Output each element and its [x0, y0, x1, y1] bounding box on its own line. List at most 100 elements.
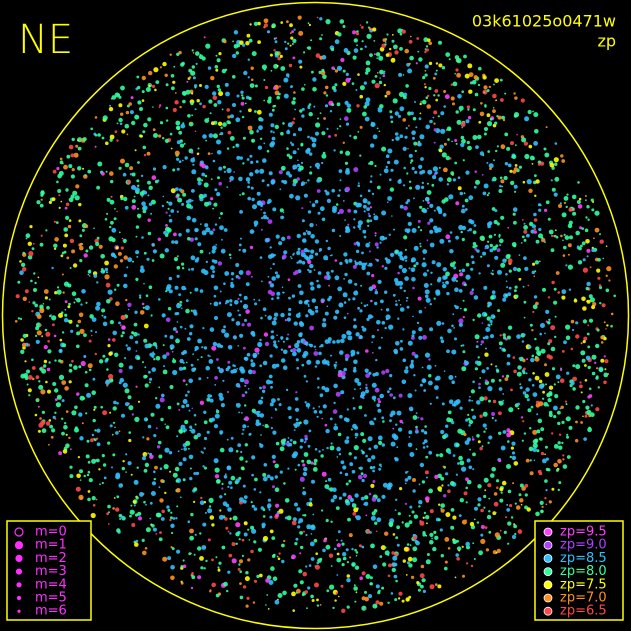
- star: [298, 300, 303, 305]
- star: [232, 146, 235, 149]
- star: [345, 186, 350, 192]
- star: [236, 94, 240, 98]
- star: [208, 505, 212, 508]
- star: [492, 107, 495, 109]
- star: [287, 406, 292, 411]
- star: [334, 366, 337, 369]
- star: [450, 83, 453, 86]
- star: [87, 363, 93, 369]
- star: [68, 380, 72, 384]
- star: [482, 336, 486, 340]
- star: [404, 369, 409, 374]
- star: [421, 169, 426, 174]
- star: [521, 137, 527, 143]
- star: [282, 216, 285, 219]
- star: [176, 505, 179, 508]
- star: [71, 137, 75, 142]
- star: [312, 87, 317, 92]
- star: [596, 268, 601, 273]
- star: [404, 276, 409, 281]
- star: [495, 511, 497, 514]
- star: [31, 377, 35, 381]
- star: [280, 439, 286, 444]
- star: [186, 203, 192, 209]
- star: [149, 83, 152, 86]
- star: [56, 180, 59, 184]
- star: [118, 483, 123, 488]
- star: [587, 218, 590, 221]
- star: [125, 298, 128, 302]
- star: [101, 308, 106, 313]
- star: [490, 363, 493, 366]
- star: [522, 285, 525, 288]
- star: [557, 441, 561, 445]
- star: [305, 182, 307, 184]
- star: [382, 38, 387, 42]
- star: [544, 152, 550, 158]
- star: [78, 202, 82, 207]
- star: [242, 428, 245, 431]
- star: [326, 589, 330, 593]
- star: [76, 331, 81, 336]
- star: [517, 407, 520, 410]
- star: [263, 99, 266, 102]
- star: [337, 32, 342, 37]
- magnitude-symbol: [15, 568, 23, 575]
- star: [337, 372, 343, 378]
- star: [511, 455, 517, 461]
- star: [476, 434, 480, 438]
- star: [322, 318, 327, 322]
- star: [335, 391, 341, 397]
- star: [468, 228, 472, 232]
- star: [109, 225, 112, 229]
- star: [244, 318, 247, 322]
- star: [201, 545, 207, 550]
- star: [389, 178, 392, 181]
- star: [153, 67, 159, 73]
- star: [107, 504, 111, 509]
- star: [187, 390, 190, 394]
- star: [237, 309, 240, 312]
- star: [384, 290, 388, 294]
- star: [328, 340, 331, 344]
- star: [555, 374, 561, 380]
- star: [413, 514, 419, 519]
- star: [219, 133, 221, 136]
- star: [411, 334, 415, 338]
- star: [485, 427, 488, 430]
- star: [247, 558, 251, 562]
- star: [567, 253, 570, 256]
- star: [278, 512, 281, 514]
- star: [52, 382, 57, 386]
- star: [488, 325, 491, 327]
- star: [514, 96, 518, 100]
- star: [586, 205, 590, 209]
- star: [35, 375, 40, 380]
- star: [214, 467, 220, 473]
- star: [458, 269, 462, 272]
- star: [389, 393, 394, 397]
- star: [386, 90, 391, 96]
- star: [361, 40, 364, 43]
- star: [218, 217, 221, 219]
- star: [207, 354, 210, 357]
- star: [76, 344, 80, 349]
- star: [523, 225, 528, 230]
- star: [40, 190, 45, 194]
- star: [394, 111, 399, 116]
- star: [282, 291, 284, 294]
- star: [227, 345, 233, 350]
- star: [136, 356, 141, 360]
- star: [422, 208, 428, 214]
- star: [492, 93, 497, 99]
- star: [524, 493, 528, 497]
- star: [544, 332, 546, 335]
- star: [185, 299, 189, 302]
- star: [399, 204, 404, 209]
- star: [324, 311, 329, 316]
- star: [395, 498, 398, 501]
- star: [145, 503, 147, 506]
- star: [227, 360, 231, 364]
- star: [232, 53, 237, 59]
- star: [347, 279, 353, 284]
